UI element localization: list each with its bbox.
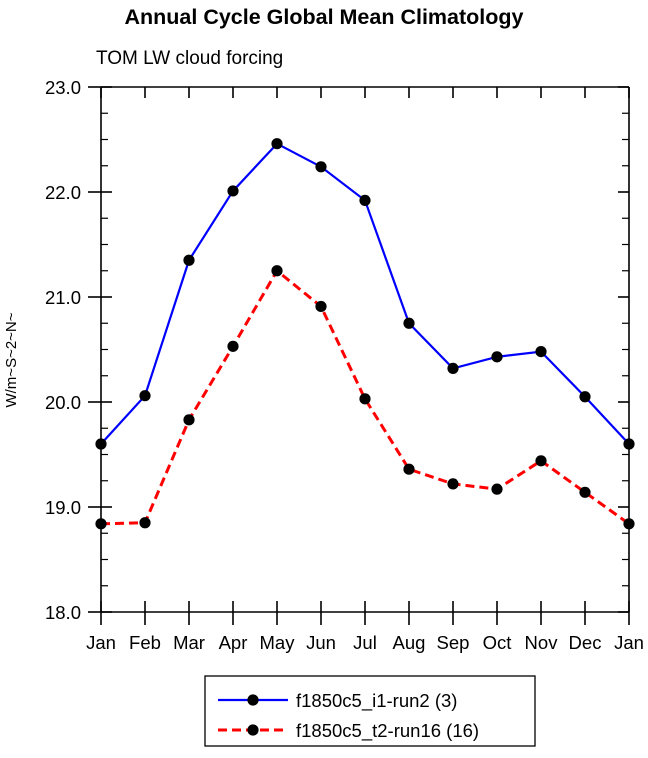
- chart-title: Annual Cycle Global Mean Climatology: [124, 5, 523, 29]
- x-axis-ticks: [100, 87, 630, 625]
- data-series-group: [95, 138, 635, 530]
- data-point: [403, 463, 415, 475]
- x-tick-label: Apr: [219, 632, 248, 653]
- data-point: [447, 362, 459, 374]
- data-point: [447, 478, 459, 490]
- data-point: [359, 194, 371, 206]
- data-point: [579, 391, 591, 403]
- data-point: [623, 518, 635, 530]
- x-tick-label: Jan: [614, 632, 644, 653]
- x-tick-label: Nov: [525, 632, 559, 653]
- y-tick-label: 23.0: [45, 77, 81, 98]
- data-point: [315, 300, 327, 313]
- data-point: [183, 414, 195, 426]
- plot-frame: [100, 86, 630, 613]
- x-tick-label: Jan: [86, 632, 116, 653]
- data-point: [271, 265, 283, 277]
- y-tick-label: 19.0: [45, 497, 81, 518]
- y-tick-label: 22.0: [45, 182, 81, 203]
- x-tick-label: Oct: [483, 632, 512, 653]
- x-tick-label: Aug: [393, 632, 426, 653]
- data-series: [95, 138, 635, 450]
- legend-border: [204, 675, 536, 747]
- data-point: [95, 518, 107, 530]
- data-point: [227, 185, 239, 197]
- data-point: [139, 390, 151, 402]
- data-point: [491, 351, 503, 363]
- data-point: [227, 340, 239, 352]
- x-tick-label: Jun: [306, 632, 336, 653]
- x-tick-label: Mar: [173, 632, 205, 653]
- legend-marker-sample: [247, 694, 259, 706]
- y-axis-title: W/m~S~2~N~: [3, 312, 20, 407]
- data-series: [95, 265, 635, 530]
- legend-marker-sample: [247, 724, 259, 736]
- data-point: [535, 455, 547, 467]
- legend-label: f1850c5_i1-run2 (3): [296, 690, 457, 712]
- data-point: [315, 161, 327, 173]
- x-tick-label: Dec: [569, 632, 602, 653]
- data-point: [359, 393, 371, 405]
- data-point: [183, 254, 195, 266]
- chart-subtitle: TOM LW cloud forcing: [96, 48, 283, 69]
- x-tick-label: Jul: [353, 632, 377, 653]
- y-tick-label: 18.0: [45, 602, 81, 623]
- data-point: [623, 438, 635, 450]
- chart-legend: f1850c5_i1-run2 (3) f1850c5_t2-run16 (16): [204, 675, 536, 747]
- y-tick-label: 21.0: [45, 287, 81, 308]
- x-tick-label: Sep: [437, 632, 470, 653]
- x-tick-label: May: [260, 632, 296, 653]
- x-tick-label: Feb: [129, 632, 161, 653]
- data-point: [271, 138, 283, 150]
- data-point: [535, 346, 547, 358]
- y-axis-ticks: 18.0 19.0 20.0 21.0 22.0 23.0: [45, 77, 629, 623]
- x-axis-labels: Jan Feb Mar Apr May Jun Jul Aug Sep Oct Nov Dec Jan: [86, 632, 644, 653]
- y-tick-label: 20.0: [45, 392, 81, 413]
- legend-items: f1850c5_i1-run2 (3) f1850c5_t2-run16 (16): [218, 690, 479, 742]
- data-point: [491, 483, 503, 495]
- data-point: [95, 438, 107, 450]
- legend-label: f1850c5_t2-run16 (16): [296, 720, 479, 742]
- data-point: [579, 486, 591, 498]
- data-point: [139, 517, 151, 529]
- data-point: [403, 317, 415, 329]
